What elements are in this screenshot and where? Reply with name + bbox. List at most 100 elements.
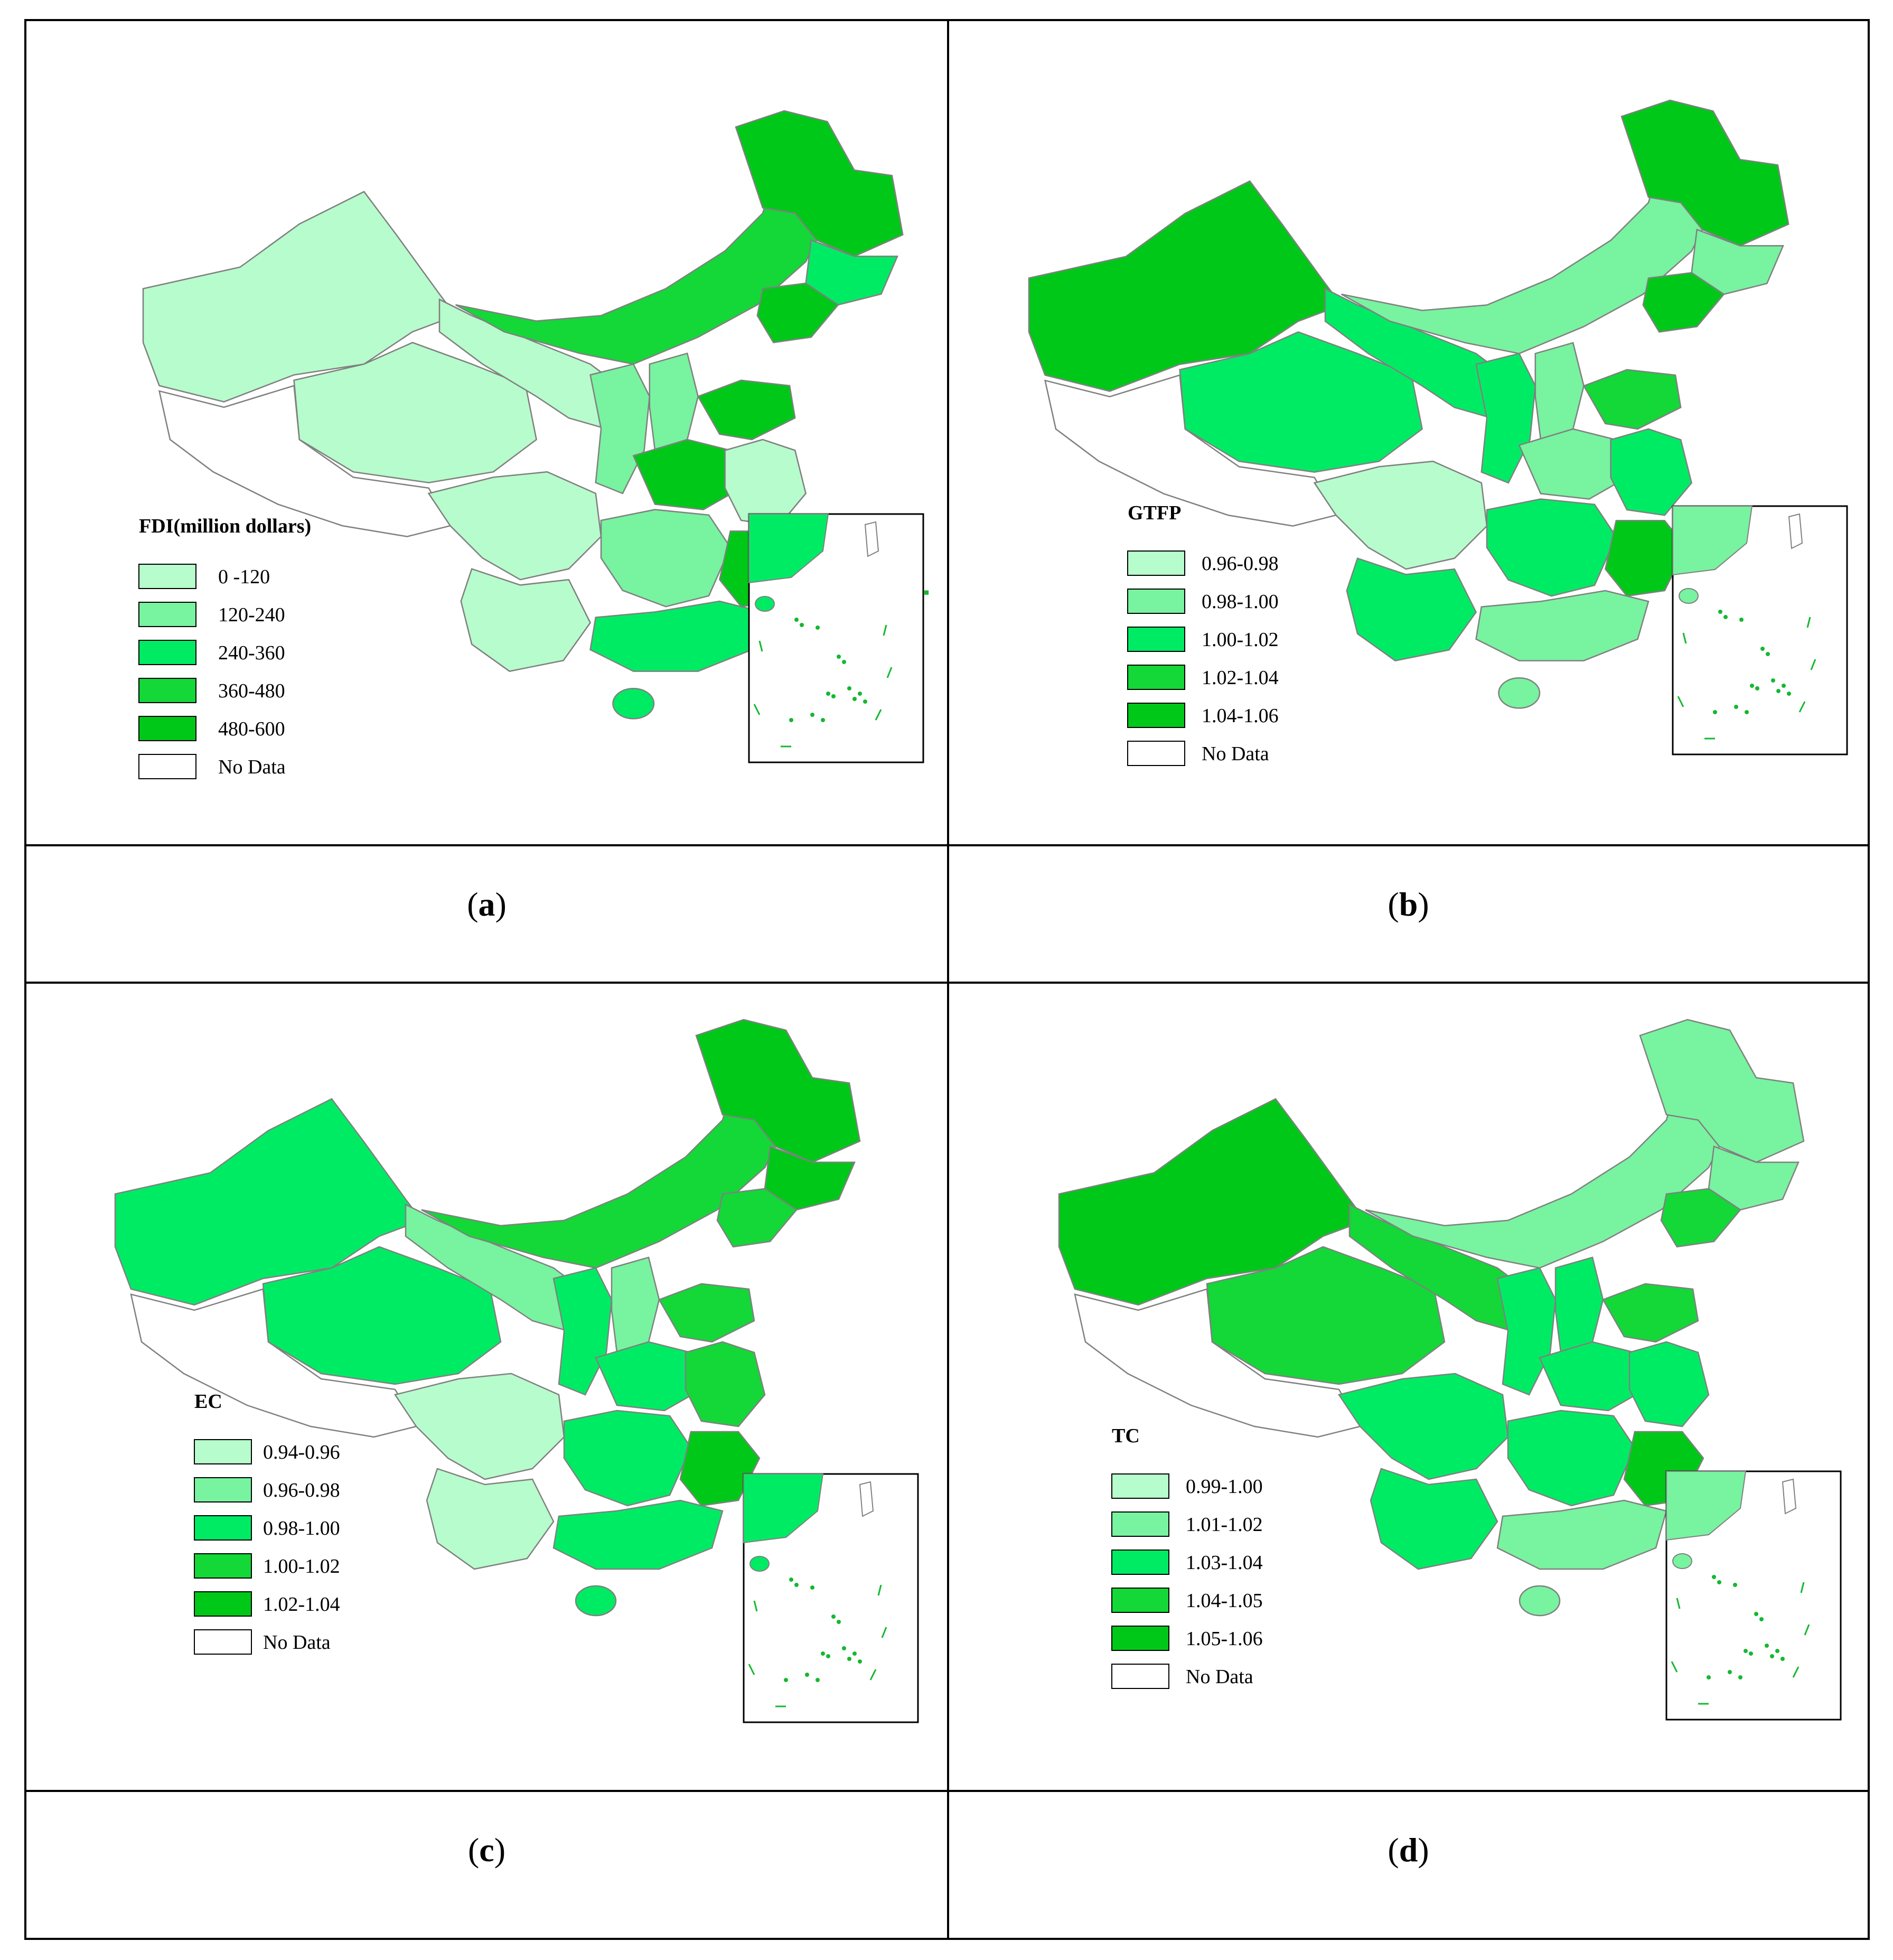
caption-d: (d) xyxy=(1388,1831,1429,1869)
inset-hainan xyxy=(1672,1553,1692,1569)
map-panel-a: FDI(million dollars) 0 -120 120-240 240-360… xyxy=(138,110,929,779)
region-sichuan xyxy=(1337,1373,1509,1480)
inset-island xyxy=(794,618,799,622)
region-yunnan-guizhou xyxy=(460,568,592,672)
legend-label: 360-480 xyxy=(218,680,285,702)
legend: GTFP 0.96-0.98 0.98-1.00 1.00-1.02 1.02-1.04… xyxy=(1127,502,1279,766)
inset-island xyxy=(821,718,825,722)
inset-island xyxy=(789,1578,793,1582)
region-jiangxi-zhejiang xyxy=(1605,520,1687,597)
region-qinghai xyxy=(1179,331,1423,473)
inset-island xyxy=(842,1646,846,1650)
legend-swatch xyxy=(1127,703,1185,728)
region-shanxi xyxy=(1554,1256,1604,1354)
inset-island xyxy=(847,686,851,690)
south-china-sea-inset xyxy=(743,1473,919,1723)
inset-dash xyxy=(1798,701,1806,713)
legend-label: 1.05-1.06 xyxy=(1186,1628,1263,1650)
inset-island xyxy=(837,655,841,659)
legend-label: 480-600 xyxy=(218,718,285,740)
inset-dash xyxy=(869,1669,877,1681)
legend-label: 0.98-1.00 xyxy=(263,1517,340,1539)
legend-title: GTFP xyxy=(1128,502,1181,524)
inset-dash xyxy=(883,624,887,636)
inset-island xyxy=(826,692,830,696)
inset-island xyxy=(1739,618,1744,622)
legend-swatch xyxy=(1127,741,1185,766)
inset-dash xyxy=(886,667,893,678)
inset-island xyxy=(1766,652,1770,656)
region-yunnan-guizhou xyxy=(426,1468,555,1570)
inset-hainan xyxy=(749,1556,770,1572)
legend-swatch xyxy=(194,1515,252,1541)
legend-label: 1.02-1.04 xyxy=(1202,667,1279,689)
region-guangdong-guangxi xyxy=(589,600,764,672)
region-guangdong-guangxi xyxy=(552,1499,724,1570)
map-body xyxy=(142,110,929,720)
inset-dash xyxy=(758,640,763,652)
inset-hainan xyxy=(1679,588,1699,604)
legend-label: No Data xyxy=(218,756,286,778)
inset-taiwan xyxy=(1788,513,1803,549)
inset-island xyxy=(831,1614,836,1619)
legend-swatch xyxy=(138,602,196,627)
region-sichuan xyxy=(1313,460,1488,570)
inset-dash xyxy=(1800,1582,1805,1593)
inset-island xyxy=(1760,647,1765,651)
region-jiangsu-anhui xyxy=(1628,1341,1710,1427)
legend-swatch xyxy=(138,678,196,703)
region-shanxi xyxy=(1534,342,1585,441)
legend: EC 0.94-0.96 0.96-0.98 0.98-1.00 1.00-1.02 1.… xyxy=(194,1390,340,1655)
region-jiangsu-anhui xyxy=(724,438,807,527)
inset-island xyxy=(1787,692,1791,696)
region-hubei-hunan xyxy=(1507,1410,1636,1507)
legend-swatch xyxy=(194,1629,252,1655)
legend-label: 0 -120 xyxy=(218,566,270,588)
region-yunnan-guizhou xyxy=(1370,1468,1498,1570)
inset-coast xyxy=(743,1473,824,1544)
inset-dash xyxy=(875,709,882,721)
inset-island xyxy=(821,1651,825,1656)
inset-island xyxy=(1776,689,1780,693)
legend-swatch xyxy=(1127,627,1185,652)
legend-label: 240-360 xyxy=(218,642,285,664)
inset-island xyxy=(1749,1651,1753,1656)
legend-swatch xyxy=(1111,1626,1169,1651)
map-panel-b: GTFP 0.96-0.98 0.98-1.00 1.00-1.02 1.02-1.04… xyxy=(1028,99,1848,766)
inset-island xyxy=(863,699,867,704)
region-hubei-hunan xyxy=(600,509,732,608)
map-panel-d: TC 0.99-1.00 1.01-1.02 1.03-1.04 1.04-1.05 1.… xyxy=(1058,1019,1842,1721)
region-heilongjiang xyxy=(1620,99,1789,247)
legend-label: 0.98-1.00 xyxy=(1202,591,1279,613)
region-heilongjiang xyxy=(695,1019,861,1163)
legend-swatch xyxy=(1111,1550,1169,1575)
inset-dash xyxy=(1671,1661,1678,1673)
legend-title: EC xyxy=(194,1390,222,1413)
region-shanxi xyxy=(649,352,699,452)
legend-label: 1.04-1.06 xyxy=(1202,705,1279,727)
region-shaanxi xyxy=(552,1267,613,1396)
legend-label: 0.96-0.98 xyxy=(1202,553,1279,575)
inset-island xyxy=(1780,1657,1785,1661)
region-liaoning xyxy=(1660,1188,1741,1248)
inset-island xyxy=(852,697,857,701)
legend-swatch xyxy=(138,640,196,665)
caption-c: (c) xyxy=(467,1831,506,1869)
region-shandong xyxy=(1602,1283,1699,1343)
legend-label: 1.02-1.04 xyxy=(263,1593,340,1616)
island-mark xyxy=(924,590,929,595)
inset-island xyxy=(1771,678,1775,683)
legend: FDI(million dollars) 0 -120 120-240 240-360… xyxy=(138,515,311,779)
inset-island xyxy=(810,1585,814,1590)
inset-island xyxy=(1733,1583,1737,1587)
inset-island xyxy=(816,626,820,630)
legend-swatch xyxy=(1111,1511,1169,1537)
legend-label: 1.04-1.05 xyxy=(1186,1590,1263,1612)
legend-title: FDI(million dollars) xyxy=(139,515,311,537)
region-jiangxi-zhejiang xyxy=(679,1431,761,1507)
legend-swatch xyxy=(1127,665,1185,690)
inset-island xyxy=(842,660,846,664)
region-hainan xyxy=(612,687,655,720)
region-qinghai xyxy=(262,1246,502,1385)
map-body xyxy=(114,1019,885,1617)
